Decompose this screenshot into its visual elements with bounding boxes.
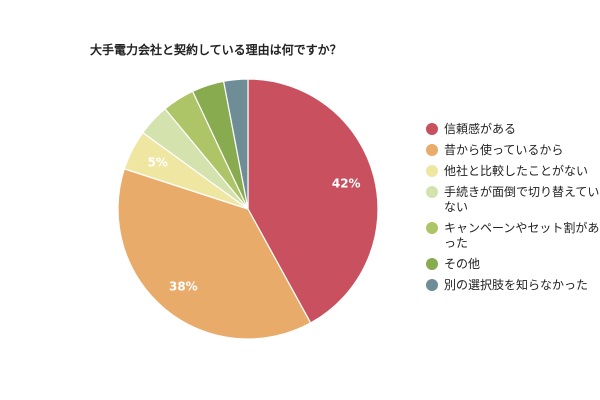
legend-label: 他社と比較したことがない (444, 164, 589, 178)
legend-item-0: 信頼感がある (426, 122, 600, 137)
legend-label: 別の選択肢を知らなかった (444, 278, 589, 292)
legend-marker-icon (426, 186, 438, 198)
pie-slice-0 (247, 78, 379, 324)
legend-label: その他 (444, 257, 481, 271)
legend-item-6: 別の選択肢を知らなかった (426, 278, 600, 293)
chart-title: 大手電力会社と契約している理由は何ですか？ (90, 43, 342, 57)
data-label-0: 42% (332, 176, 361, 190)
data-label-2: 5% (147, 155, 167, 169)
legend-marker-icon (426, 165, 438, 177)
legend-item-4: キャンペーンやセット割があった (426, 221, 600, 251)
legend-label: キャンペーンやセット割があった (444, 221, 600, 250)
legend-item-5: その他 (426, 257, 600, 272)
legend-label: 手続きが面倒で切り替えていない (444, 185, 600, 214)
data-label-1: 38% (169, 280, 198, 294)
legend-marker-icon (426, 144, 438, 156)
legend-marker-icon (426, 222, 438, 234)
legend-item-3: 手続きが面倒で切り替えていない (426, 185, 600, 215)
legend-item-2: 他社と比較したことがない (426, 164, 600, 179)
pie-slice-1 (117, 168, 312, 340)
legend-label: 信頼感がある (444, 122, 517, 136)
pie-slice-6 (222, 78, 249, 210)
legend-marker-icon (426, 123, 438, 135)
legend-label: 昔から使っているから (444, 143, 564, 157)
legend-marker-icon (426, 279, 438, 291)
legend: 信頼感がある昔から使っているから他社と比較したことがない手続きが面倒で切り替えて… (426, 122, 600, 299)
legend-marker-icon (426, 258, 438, 270)
legend-item-1: 昔から使っているから (426, 143, 600, 158)
